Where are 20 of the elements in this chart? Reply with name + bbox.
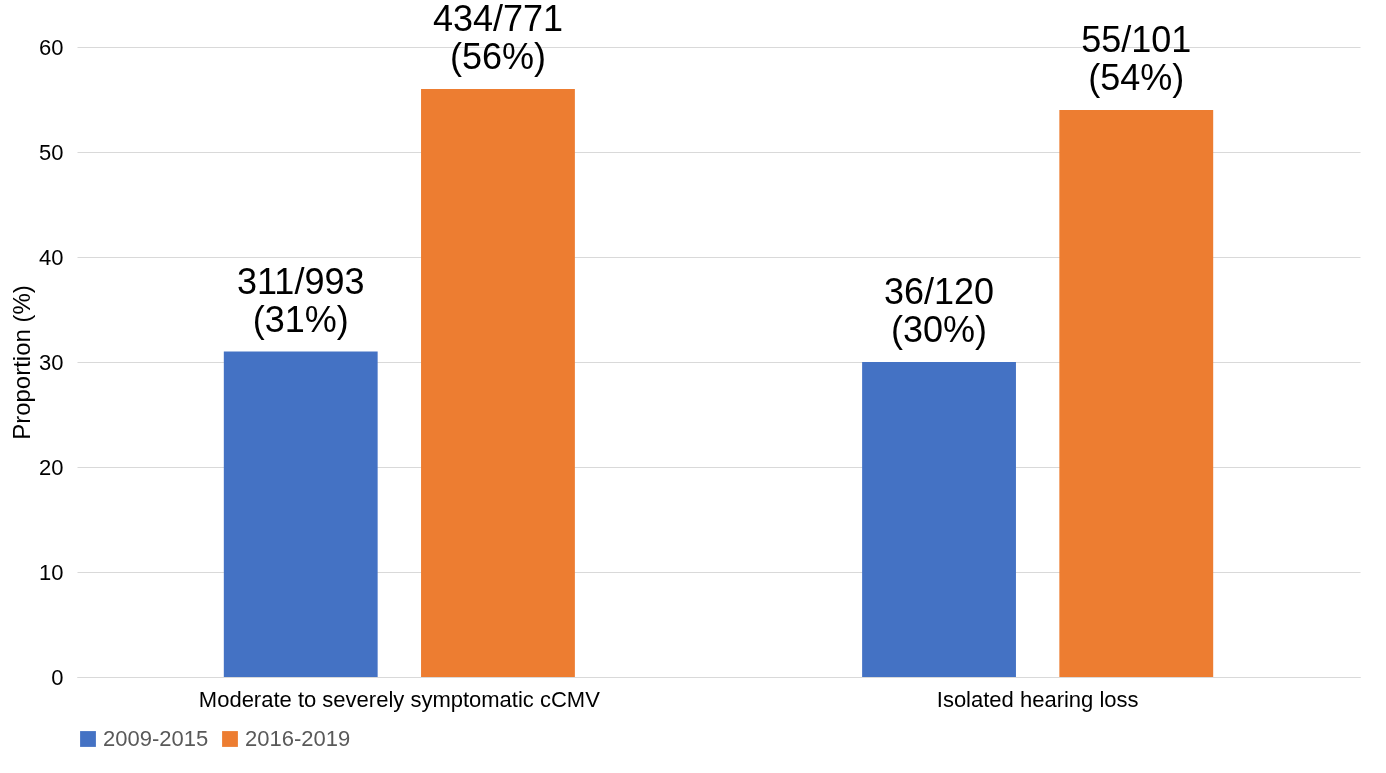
- bar: [1059, 110, 1214, 677]
- legend-label: 2009-2015: [103, 726, 209, 751]
- y-tick-label: 50: [39, 139, 64, 165]
- data-label: 36/120 (30%): [883, 271, 995, 350]
- bar: [862, 362, 1016, 677]
- y-axis-title: Proportion (%): [8, 285, 36, 440]
- bar: [421, 89, 575, 677]
- data-label: 55/101 (54%): [1081, 19, 1192, 98]
- legend-label: 2016-2019: [245, 726, 351, 751]
- x-tick-label: Isolated hearing loss: [936, 686, 1139, 712]
- y-tick-label: 40: [39, 244, 64, 270]
- y-tick-label: 10: [39, 559, 64, 585]
- y-tick-label: 20: [39, 454, 64, 480]
- data-label: 311/993 (31%): [237, 260, 365, 340]
- bar: [223, 351, 378, 677]
- y-tick-label: 60: [39, 34, 64, 60]
- y-tick-label: 30: [39, 349, 64, 375]
- x-tick-label: Moderate to severely symptomatic cCMV: [198, 686, 601, 712]
- y-tick-label: 0: [51, 664, 64, 690]
- data-label: 434/771 (56%): [432, 0, 564, 77]
